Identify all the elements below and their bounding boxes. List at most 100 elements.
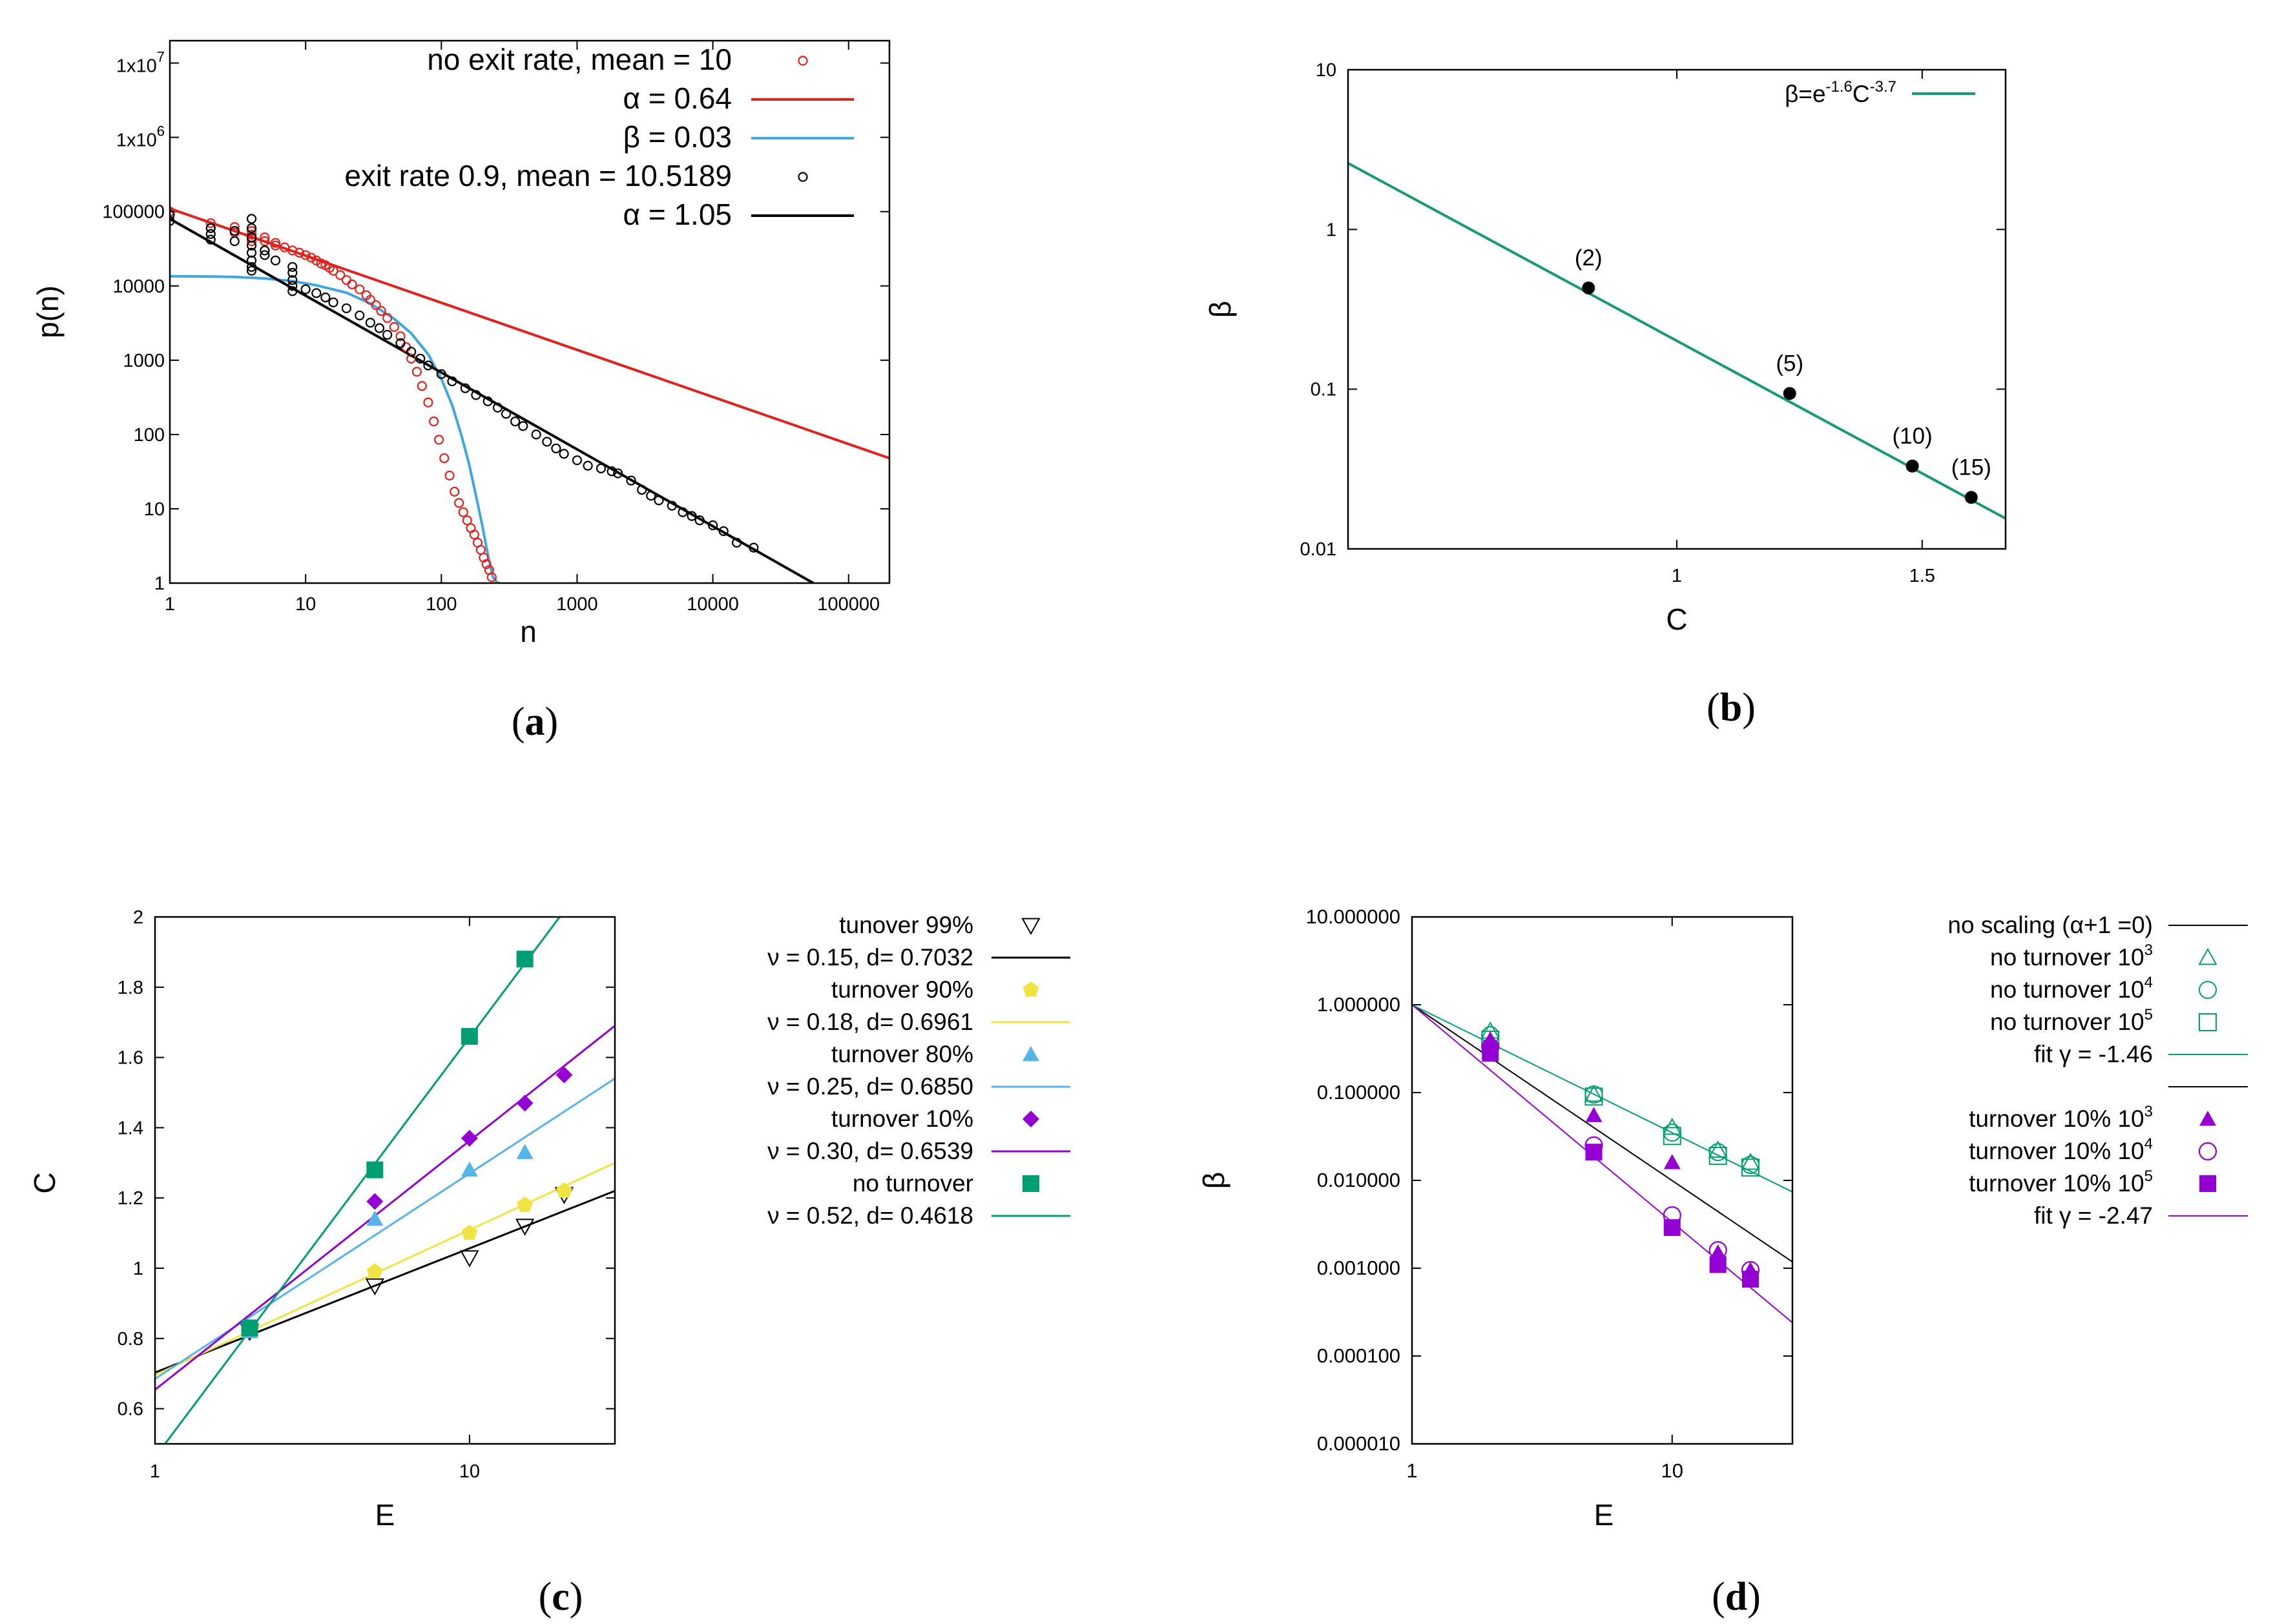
- legend-label: no turnover 105: [1990, 1006, 2153, 1035]
- y-tick-label: 10000: [112, 276, 165, 297]
- legend-swatch: [2199, 1175, 2216, 1192]
- plot-area: [170, 207, 889, 583]
- y-tick-label: 0.000100: [1317, 1344, 1400, 1367]
- series-line: [1412, 1004, 1792, 1324]
- data-point: [205, 234, 216, 245]
- legend-swatch: [2199, 1013, 2217, 1031]
- data-point: [542, 437, 552, 447]
- data-point: [461, 1129, 478, 1147]
- data-point: [260, 236, 270, 247]
- y-tick-label: 1x106: [116, 123, 165, 151]
- y-tick-label: 1.2: [118, 1188, 143, 1209]
- data-point: [1663, 1219, 1681, 1237]
- legend-label: turnover 10% 105: [1969, 1167, 2153, 1197]
- data-point: [1709, 1244, 1727, 1260]
- y-tick-label: 1.6: [118, 1048, 143, 1069]
- data-point: [471, 390, 481, 400]
- data-point: [458, 507, 468, 517]
- data-point: [306, 252, 317, 263]
- y-tick-label: 10: [1316, 60, 1336, 81]
- y-tick-label: 0.01: [1300, 539, 1336, 560]
- x-tick-label: 1: [150, 1461, 160, 1482]
- data-point: [718, 526, 729, 537]
- data-point: [486, 572, 497, 582]
- x-axis-label: n: [520, 615, 537, 648]
- data-point: [365, 294, 376, 305]
- series-line: [170, 207, 889, 460]
- plot-area: [1348, 161, 2006, 520]
- legend-label: ν = 0.15, d= 0.7032: [767, 944, 973, 971]
- series-line: [155, 1189, 615, 1373]
- data-point: [395, 331, 406, 342]
- data-point: [341, 303, 352, 314]
- data-point: [260, 232, 270, 243]
- legend-label: no exit rate, mean = 10: [427, 43, 732, 76]
- data-label: (15): [1951, 455, 1991, 480]
- data-point: [270, 238, 281, 248]
- y-tick-label: 10.000000: [1305, 905, 1400, 928]
- data-point: [395, 338, 406, 348]
- data-point: [246, 223, 257, 233]
- legend-label: turnover 10% 104: [1969, 1135, 2153, 1164]
- y-axis-label: β: [1203, 301, 1237, 318]
- data-point: [461, 1027, 478, 1045]
- data-point: [556, 1182, 572, 1198]
- y-tick-label: 0.100000: [1317, 1081, 1400, 1104]
- data-point: [205, 218, 216, 229]
- legend: β=e-1.6C-3.7: [1785, 78, 1975, 107]
- data-point: [517, 1197, 533, 1212]
- legend-swatch: [2199, 1111, 2216, 1126]
- x-tick-label: 1: [1406, 1459, 1417, 1482]
- data-point: [311, 288, 322, 298]
- plot-frame: [1411, 916, 1794, 1445]
- y-tick-label: 0.6: [118, 1399, 143, 1420]
- data-point: [347, 279, 357, 289]
- plot-frame: [1347, 68, 2007, 550]
- data-point: [460, 1250, 479, 1268]
- data-point: [1964, 491, 1978, 504]
- x-tick-label: 1: [1672, 566, 1682, 586]
- data-point: [447, 376, 457, 387]
- data-point: [371, 300, 381, 311]
- data-point: [439, 453, 450, 464]
- legend-label: ν = 0.25, d= 0.6850: [767, 1073, 973, 1100]
- legend: tunover 99% ν = 0.15, d= 0.7032 turnover 9…: [767, 912, 1070, 1229]
- data-point: [246, 229, 257, 240]
- x-tick-label: 1000: [556, 594, 598, 615]
- data-point: [687, 511, 697, 521]
- data-point: [462, 515, 472, 526]
- data-point: [531, 429, 541, 440]
- x-axis-label: C: [1666, 602, 1687, 636]
- x-tick-label: 100000: [817, 594, 880, 615]
- data-point: [389, 322, 400, 332]
- data-point: [694, 515, 705, 526]
- y-tick-label: 0.000010: [1317, 1432, 1400, 1455]
- caption-b: (b): [1707, 686, 1756, 730]
- data-point: [1584, 1084, 1604, 1102]
- data-point: [1663, 1118, 1682, 1135]
- data-point: [1905, 459, 1919, 473]
- data-point: [572, 455, 583, 466]
- legend-label: α = 0.64: [623, 81, 732, 115]
- series-line: [155, 1077, 615, 1380]
- data-point: [483, 396, 493, 407]
- data-point: [510, 416, 521, 427]
- y-tick-label: 100: [134, 425, 165, 446]
- data-point: [366, 1193, 384, 1210]
- plot-frame: [154, 916, 616, 1445]
- plot-frame: [169, 39, 891, 584]
- data-point: [707, 520, 718, 531]
- x-tick-label: 1: [165, 594, 175, 615]
- x-tick-label: 1.5: [1909, 566, 1935, 586]
- data-point: [205, 229, 216, 239]
- data-point: [246, 214, 257, 224]
- legend-label: fit γ = -2.47: [2034, 1202, 2153, 1229]
- data-point: [460, 383, 470, 393]
- data-point: [731, 537, 742, 548]
- data-point: [246, 255, 257, 265]
- data-point: [328, 265, 338, 276]
- data-point: [1482, 1045, 1499, 1062]
- panel-b: 1 1.5 0.01 0.1 1 10 (2) (5) (10) (15) Cβ β=e-1.6C-3…: [1203, 60, 2007, 636]
- data-point: [667, 500, 677, 511]
